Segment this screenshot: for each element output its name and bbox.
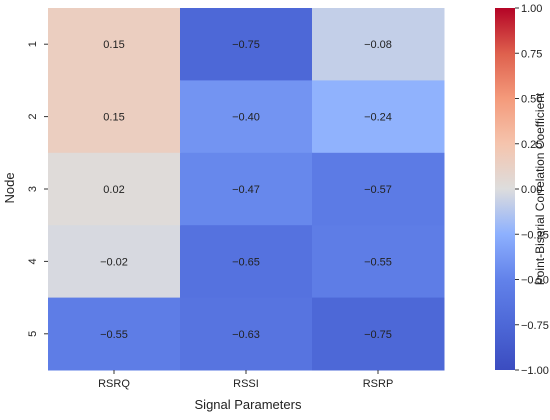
colorbar-label: Point-Biserial Correlation Coefficient — [533, 92, 547, 285]
colorbar-ticks: 1.00 0.75 0.50 0.25 0.00 −0.25 −0.50 −0.75 −1.00 — [515, 3, 549, 377]
y-tick-label: 3 — [27, 186, 39, 192]
cell-value-label: −0.75 — [232, 39, 260, 51]
cell-value-label: −0.40 — [232, 112, 260, 124]
heatmap-cell — [180, 225, 313, 299]
x-tick-labels: RSRQ RSSI RSRP — [98, 370, 393, 390]
cell-value-label: −0.63 — [232, 329, 260, 341]
x-tick-label: RSRQ — [98, 378, 130, 390]
heatmap-cell — [312, 8, 445, 81]
heatmap-cell — [180, 152, 313, 226]
cell-value-label: 0.15 — [103, 112, 124, 124]
heatmap-cell — [48, 152, 181, 226]
y-tick-label: 1 — [27, 41, 39, 47]
cell-value-label: −0.57 — [364, 184, 392, 196]
heatmap-cell — [180, 80, 313, 154]
heatmap-cell — [180, 297, 313, 371]
y-tick-labels: 1 2 3 4 5 — [27, 41, 48, 337]
cell-value-label: −0.55 — [100, 329, 128, 341]
colorbar-tick-label: −0.50 — [521, 275, 549, 287]
colorbar-tick-label: 1.00 — [521, 3, 542, 15]
colorbar-tick-label: 0.25 — [521, 139, 542, 151]
heatmap-cell — [312, 225, 445, 299]
heatmap-cell — [180, 8, 313, 81]
heatmap-cell — [48, 297, 181, 371]
heatmap-cell — [48, 8, 181, 81]
cell-value-label: −0.02 — [100, 256, 128, 268]
y-tick-label: 2 — [27, 114, 39, 120]
cell-value-label: −0.55 — [364, 256, 392, 268]
heatmap-cell — [48, 225, 181, 299]
cell-value-label: −0.47 — [232, 184, 260, 196]
heatmap-cells — [48, 8, 445, 371]
colorbar-tick-label: −0.75 — [521, 320, 549, 332]
y-tick-label: 4 — [27, 258, 39, 264]
colorbar — [495, 8, 515, 370]
heatmap-cell — [48, 80, 181, 154]
colorbar-tick-label: 0.00 — [521, 184, 542, 196]
x-tick-label: RSRP — [363, 378, 394, 390]
y-tick-label: 5 — [27, 331, 39, 337]
heatmap-cell — [312, 297, 445, 371]
cell-value-label: −0.08 — [364, 39, 392, 51]
x-tick-label: RSSI — [233, 378, 259, 390]
cell-value-label: −0.75 — [364, 329, 392, 341]
cell-value-label: −0.65 — [232, 256, 260, 268]
colorbar-tick-label: 0.50 — [521, 94, 542, 106]
cell-value-label: 0.02 — [103, 184, 124, 196]
y-axis-label: Node — [2, 172, 17, 203]
colorbar-tick-label: 0.75 — [521, 48, 542, 60]
heatmap-cell-labels: 0.15 −0.75 −0.08 0.15 −0.40 −0.24 0.02 −0.47 −0.… — [100, 39, 392, 341]
heatmap-cell — [312, 80, 445, 154]
cell-value-label: −0.24 — [364, 112, 392, 124]
cell-value-label: 0.15 — [103, 39, 124, 51]
colorbar-tick-label: −1.00 — [521, 365, 549, 377]
x-axis-label: Signal Parameters — [195, 397, 302, 412]
heatmap-cell — [312, 152, 445, 226]
colorbar-tick-label: −0.25 — [521, 229, 549, 241]
